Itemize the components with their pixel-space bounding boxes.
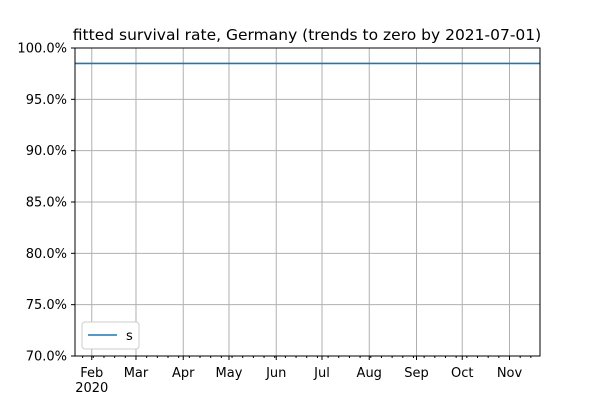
y-tick-label: 80.0% [26,247,67,262]
y-tick-label: 100.0% [17,42,67,57]
x-tick-label: Oct [451,366,473,381]
chart-title: fitted survival rate, Germany (trends to… [73,26,541,44]
legend: s [81,321,140,350]
x-tick-label: Aug [357,366,382,381]
legend-label-s: s [126,329,133,344]
tick-layer [71,47,532,360]
x-tick-label: Sep [404,366,429,381]
y-tick-label: 85.0% [26,196,67,211]
x-tick-label: Mar [124,366,149,381]
y-tick-label: 70.0% [26,350,67,365]
y-tick-label: 75.0% [26,298,67,313]
x-tick-label: Apr [172,366,195,381]
x-tick-label: Jun [265,366,286,381]
y-tick-label: 90.0% [26,144,67,159]
label-layer: 70.0% 75.0% 80.0% 85.0% 90.0% 95.0% 100.0% Feb M… [17,42,522,397]
y-tick-label: 95.0% [26,93,67,108]
x-year-label: 2020 [75,381,108,396]
x-tick-label: Nov [497,366,523,381]
x-tick-label: Jul [313,366,330,381]
x-tick-label: Feb [80,366,103,381]
x-tick-label: May [216,366,243,381]
grid-layer [75,47,540,357]
